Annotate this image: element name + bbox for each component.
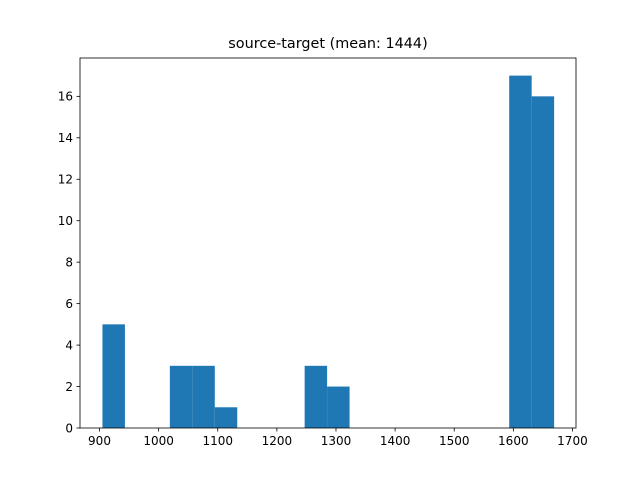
x-tick-label: 1400 <box>380 434 411 448</box>
histogram-bar-1 <box>169 365 193 428</box>
histogram-bar-2 <box>192 365 215 428</box>
x-tick-label: 1500 <box>439 434 470 448</box>
y-tick-label: 10 <box>58 214 73 228</box>
histogram-bar-7 <box>531 96 555 428</box>
x-axis-ticks: 900 1000 1100 1200 1300 1400 1500 1600 1700 <box>88 428 588 448</box>
x-tick-label: 1200 <box>262 434 293 448</box>
x-tick-label: 1600 <box>498 434 529 448</box>
histogram-bar-5 <box>327 386 350 428</box>
y-tick-label: 0 <box>65 421 73 435</box>
histogram-bar-0 <box>102 324 125 428</box>
y-tick-label: 2 <box>65 380 73 394</box>
plot-frame <box>79 57 577 429</box>
y-tick-label: 16 <box>58 90 73 104</box>
y-tick-label: 8 <box>65 255 73 269</box>
x-tick-label: 1700 <box>557 434 588 448</box>
x-tick-label: 1000 <box>143 434 174 448</box>
bars-group <box>102 75 555 428</box>
chart-title: source-target (mean: 1444) <box>228 36 427 52</box>
y-tick-label: 4 <box>65 338 73 352</box>
y-tick-label: 14 <box>58 131 73 145</box>
y-tick-label: 6 <box>65 297 73 311</box>
histogram-bar-3 <box>214 407 238 428</box>
y-axis-ticks: 0 2 4 6 8 10 12 14 16 <box>58 90 80 435</box>
x-tick-label: 900 <box>88 434 111 448</box>
x-tick-label: 1300 <box>321 434 352 448</box>
histogram-bar-6 <box>509 75 532 428</box>
histogram-bar-4 <box>304 365 328 428</box>
x-tick-label: 1100 <box>202 434 233 448</box>
y-tick-label: 12 <box>58 173 73 187</box>
